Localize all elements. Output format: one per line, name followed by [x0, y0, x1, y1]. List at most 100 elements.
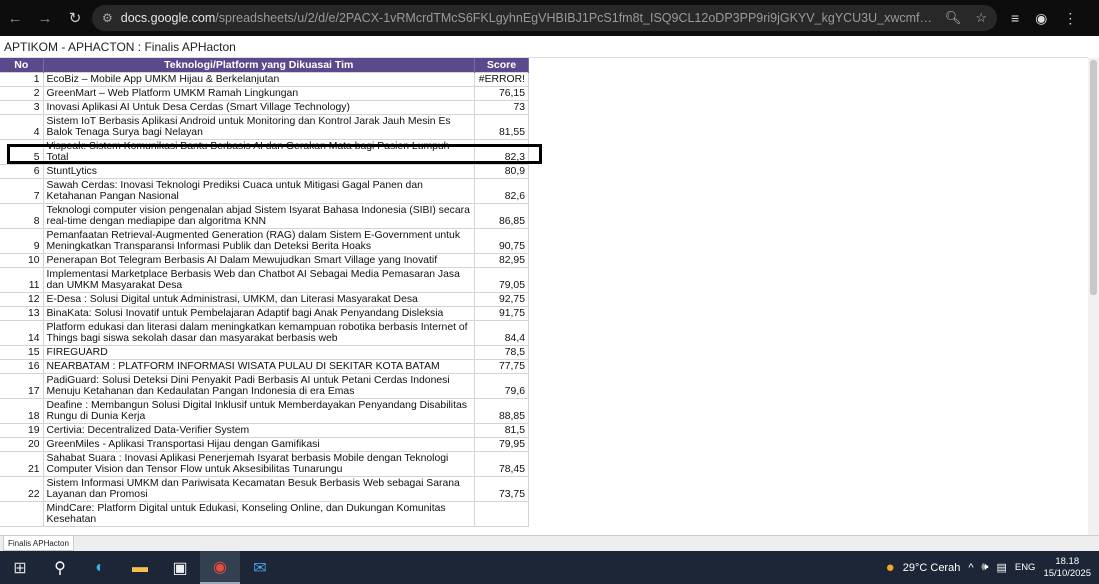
row-score: 79,05 — [474, 266, 529, 293]
row-score: 82,6 — [474, 177, 529, 204]
table-row: 16 NEARBATAM : PLATFORM INFORMASI WISATA … — [0, 358, 529, 374]
row-score: 88,85 — [474, 397, 529, 424]
row-number: 20 — [0, 436, 44, 452]
row-score: 73,75 — [474, 475, 529, 502]
profile-icon[interactable]: ◉ — [1035, 9, 1048, 26]
row-title: Sistem IoT Berbasis Aplikasi Android unt… — [42, 113, 475, 140]
row-title: BinaKata: Solusi Inovatif untuk Pembelaj… — [42, 305, 475, 321]
table-row: MindCare: Platform Digital untuk Edukasi… — [0, 500, 529, 527]
row-number — [0, 500, 44, 527]
row-title: NEARBATAM : PLATFORM INFORMASI WISATA PU… — [42, 358, 475, 374]
row-score — [474, 500, 529, 527]
row-number: 3 — [0, 99, 44, 115]
zoom-icon[interactable]: 🔍︎ — [944, 10, 962, 25]
row-score: 92,75 — [474, 291, 529, 307]
row-title: Sawah Cerdas: Inovasi Teknologi Prediksi… — [42, 177, 475, 204]
row-title: Teknologi computer vision pengenalan abj… — [42, 202, 475, 229]
row-number: 17 — [0, 372, 44, 399]
mail-icon[interactable]: ✉ — [253, 559, 267, 577]
store-icon[interactable]: ▣ — [172, 559, 188, 577]
row-score: 73 — [474, 99, 529, 115]
back-icon[interactable]: ← — [7, 9, 23, 27]
row-number: 14 — [0, 319, 44, 346]
clock[interactable]: 18.18 15/10/2025 — [1043, 555, 1091, 579]
row-number: 12 — [0, 291, 44, 307]
row-title: FIREGUARD — [42, 344, 475, 360]
row-title: PadiGuard: Solusi Deteksi Dini Penyakit … — [42, 372, 475, 399]
row-score: 81,5 — [474, 422, 529, 438]
language-indicator[interactable]: ENG — [1014, 562, 1036, 573]
row-title: Platform edukasi dan literasi dalam meni… — [42, 319, 475, 346]
weather-icon: ● — [885, 559, 895, 576]
row-number: 22 — [0, 475, 44, 502]
row-score: 90,75 — [474, 227, 529, 254]
row-score: 81,55 — [474, 113, 529, 140]
url-text[interactable]: docs.google.com/spreadsheets/u/2/d/e/2PA… — [120, 11, 933, 25]
row-score: 77,75 — [474, 358, 529, 374]
row-score: 80,9 — [474, 163, 529, 179]
row-score: 79,95 — [474, 436, 529, 452]
row-title: Penerapan Bot Telegram Berbasis AI Dalam… — [42, 252, 475, 268]
row-score: 76,15 — [474, 85, 529, 101]
table-row: 1 EcoBiz – Mobile App UMKM Hijau & Berkel… — [0, 71, 529, 87]
site-info-icon[interactable]: ⚙ — [102, 11, 113, 25]
edge-icon[interactable]: ◐ — [95, 558, 105, 576]
row-score: 79,6 — [474, 372, 529, 399]
table-row: 6 StuntLytics 80,9 — [0, 163, 529, 179]
row-title: Pemanfaatan Retrieval-Augmented Generati… — [42, 227, 475, 254]
highlight-box — [7, 144, 542, 164]
row-number: 9 — [0, 227, 44, 254]
row-title: GreenMiles - Aplikasi Transportasi Hijau… — [42, 436, 475, 452]
row-score: 78,45 — [474, 450, 529, 477]
file-explorer-icon[interactable]: ▬ — [132, 558, 148, 576]
table-row: 3 Inovasi Aplikasi AI Untuk Desa Cerdas (… — [0, 99, 529, 115]
divider — [0, 57, 1088, 58]
bookmark-star-icon[interactable]: ☆ — [975, 10, 987, 25]
menu-icon[interactable]: ⋮ — [1063, 9, 1078, 26]
sheet-tab-bar: Finalis APHacton — [0, 535, 1099, 551]
table-row: 8 Teknologi computer vision pengenalan ab… — [0, 202, 529, 229]
row-score: #ERROR! — [474, 71, 529, 87]
row-score: 82,3 — [474, 138, 529, 165]
table-row: 11 Implementasi Marketplace Berbasis Web … — [0, 266, 529, 293]
chrome-icon[interactable]: ◉ — [200, 551, 240, 584]
header-title: Teknologi/Platform yang Dikuasai Tim — [43, 58, 475, 72]
taskbar: ⊞ ⚲ ◐ ▬ ▣ ◉ ✉ ● 29°C Cerah ^ 🕪︎ ▤ ENG 18… — [0, 551, 1099, 584]
scrollbar-thumb[interactable] — [1090, 60, 1097, 295]
media-icon[interactable]: ≡ — [1011, 9, 1020, 26]
row-number: 16 — [0, 358, 44, 374]
row-number: 18 — [0, 397, 44, 424]
row-score: 78,5 — [474, 344, 529, 360]
volume-icon[interactable]: 🕪︎ — [981, 561, 989, 573]
table-row: 10 Penerapan Bot Telegram Berbasis AI Dal… — [0, 252, 529, 268]
table-row: 22 Sistem Informasi UMKM dan Pariwisata K… — [0, 475, 529, 502]
row-number: 11 — [0, 266, 44, 293]
table-row: 17 PadiGuard: Solusi Deteksi Dini Penyaki… — [0, 372, 529, 399]
row-title: Deafine : Membangun Solusi Digital Inklu… — [42, 397, 475, 424]
finalis-table: No Teknologi/Platform yang Dikuasai Tim … — [0, 58, 529, 527]
row-title: Implementasi Marketplace Berbasis Web da… — [42, 266, 475, 293]
address-bar[interactable]: ⚙ docs.google.com/spreadsheets/u/2/d/e/2… — [92, 5, 997, 31]
table-row: 2 GreenMart – Web Platform UMKM Ramah Lin… — [0, 85, 529, 101]
table-row: 14 Platform edukasi dan literasi dalam me… — [0, 319, 529, 346]
table-row: 13 BinaKata: Solusi Inovatif untuk Pembel… — [0, 305, 529, 321]
row-score: 91,75 — [474, 305, 529, 321]
search-icon[interactable]: ⚲ — [54, 559, 66, 577]
tray-chevron-icon[interactable]: ^ — [968, 561, 974, 574]
keyboard-icon[interactable]: ▤ — [996, 562, 1007, 574]
row-title: MindCare: Platform Digital untuk Edukasi… — [42, 500, 475, 527]
table-row: 4 Sistem IoT Berbasis Aplikasi Android un… — [0, 113, 529, 140]
row-number: 8 — [0, 202, 44, 229]
row-number: 19 — [0, 422, 44, 438]
sheet-tab[interactable]: Finalis APHacton — [3, 536, 74, 551]
forward-icon[interactable]: → — [37, 9, 53, 27]
start-icon[interactable]: ⊞ — [13, 559, 27, 577]
row-title: Certivia: Decentralized Data-Verifier Sy… — [42, 422, 475, 438]
table-row: 18 Deafine : Membangun Solusi Digital Ink… — [0, 397, 529, 424]
row-number: 15 — [0, 344, 44, 360]
weather-text[interactable]: 29°C Cerah — [902, 561, 961, 574]
row-number: 13 — [0, 305, 44, 321]
table-row: 15 FIREGUARD 78,5 — [0, 344, 529, 360]
vertical-scrollbar[interactable] — [1088, 58, 1099, 535]
reload-icon[interactable]: ↻ — [68, 10, 82, 27]
